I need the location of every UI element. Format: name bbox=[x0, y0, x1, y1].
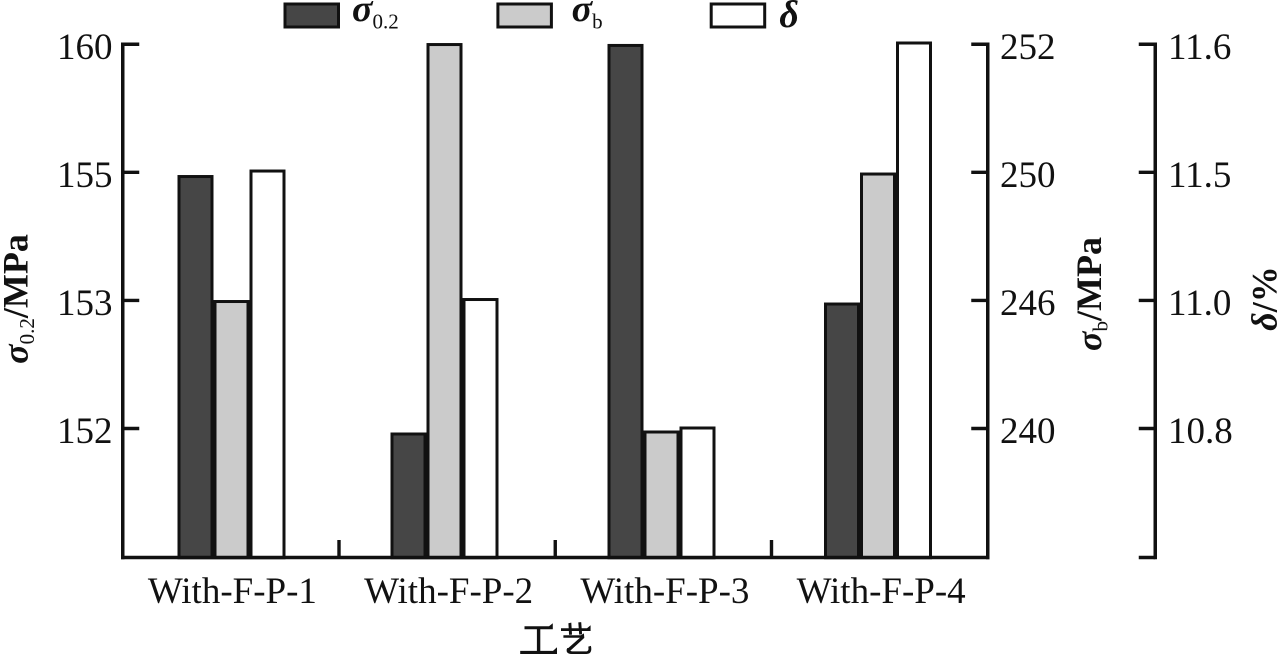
right-outer-axis-tick-label: 11.6 bbox=[1168, 27, 1231, 68]
legend-subscript-sigma-0.2: 0.2 bbox=[372, 10, 398, 34]
left-axis-tick-label: 155 bbox=[57, 155, 113, 196]
bar-delta-with-f-p-3 bbox=[681, 428, 714, 558]
right-inner-axis-title-subscript: b bbox=[1089, 321, 1113, 332]
right-outer-axis-tick-label: 11.5 bbox=[1168, 155, 1231, 196]
right-outer-axis-title-unit: /% bbox=[1245, 266, 1280, 313]
right-inner-axis-tick-label: 252 bbox=[1000, 27, 1056, 68]
right-outer-axis-title: δ/% bbox=[1245, 266, 1280, 330]
bar-sigma-b-with-f-p-1 bbox=[215, 302, 248, 558]
x-axis-category-label: With-F-P-1 bbox=[148, 571, 317, 612]
legend-subscript-sigma-b: b bbox=[592, 10, 603, 34]
bar-delta-with-f-p-1 bbox=[251, 171, 284, 558]
bar-sigma-b-with-f-p-2 bbox=[428, 45, 461, 558]
right-inner-axis-title: σb/MPa bbox=[1069, 237, 1113, 351]
left-axis-tick-label: 153 bbox=[57, 283, 113, 324]
bar-sigma-0.2-with-f-p-1 bbox=[179, 177, 212, 558]
left-axis-tick-label: 160 bbox=[57, 27, 113, 68]
legend-swatch-sigma-0.2 bbox=[285, 4, 339, 27]
right-inner-axis-title-symbol: σ bbox=[1069, 330, 1109, 351]
bar-sigma-0.2-with-f-p-2 bbox=[392, 434, 425, 558]
left-axis-title-subscript: 0.2 bbox=[15, 318, 39, 344]
bar-sigma-b-with-f-p-3 bbox=[645, 432, 678, 558]
x-axis-category-label: With-F-P-3 bbox=[580, 571, 749, 612]
legend-symbol-sigma-b: σ bbox=[572, 0, 594, 30]
x-axis-category-label: With-F-P-4 bbox=[797, 571, 966, 612]
legend-label-delta: δ bbox=[779, 0, 798, 36]
left-axis-title-symbol: σ bbox=[0, 343, 36, 364]
right-outer-axis-title-symbol: δ bbox=[1245, 312, 1280, 330]
legend-swatch-delta bbox=[711, 4, 765, 27]
right-inner-axis-tick-label: 250 bbox=[1000, 155, 1056, 196]
right-inner-axis-tick-label: 246 bbox=[1000, 283, 1056, 324]
bar-delta-with-f-p-2 bbox=[464, 300, 497, 558]
bar-sigma-b-with-f-p-4 bbox=[862, 174, 895, 558]
right-outer-axis-tick-label: 11.0 bbox=[1168, 283, 1231, 324]
right-inner-axis-title-unit: /MPa bbox=[1069, 237, 1109, 322]
legend-swatch-sigma-b bbox=[498, 4, 552, 27]
bar-sigma-0.2-with-f-p-4 bbox=[826, 304, 859, 558]
left-axis-title-unit: /MPa bbox=[0, 234, 36, 319]
legend-symbol-delta: δ bbox=[779, 0, 798, 36]
left-axis-tick-label: 152 bbox=[57, 411, 113, 452]
right-inner-axis-tick-label: 240 bbox=[1000, 411, 1056, 452]
legend-symbol-sigma-0.2: σ bbox=[352, 0, 374, 30]
right-outer-axis-tick-label: 10.8 bbox=[1168, 411, 1233, 452]
legend-entry-sigma-b: σb bbox=[498, 0, 603, 34]
bar-delta-with-f-p-4 bbox=[898, 43, 931, 558]
x-axis-category-label: With-F-P-2 bbox=[364, 571, 533, 612]
bar-sigma-0.2-with-f-p-3 bbox=[609, 45, 642, 557]
